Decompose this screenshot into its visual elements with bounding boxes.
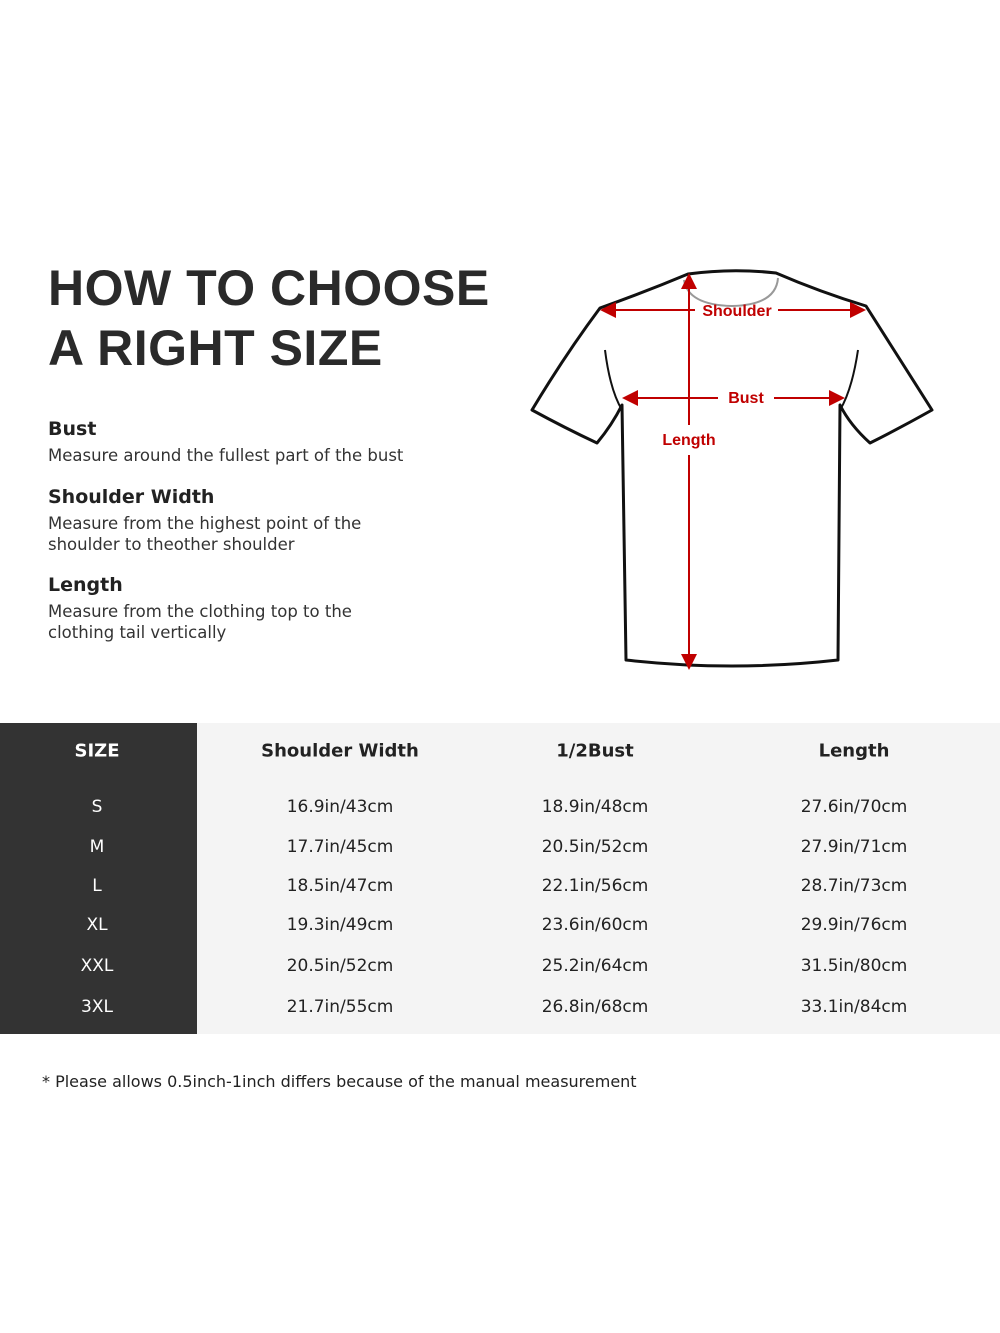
definition-term: Bust xyxy=(48,418,97,440)
cell-half-bust: 26.8in/68cm xyxy=(541,997,649,1017)
cell-size: L xyxy=(92,876,102,896)
page-title: HOW TO CHOOSE A RIGHT SIZE xyxy=(48,258,490,378)
cell-shoulder-width: 17.7in/45cm xyxy=(286,837,394,857)
definition-shoulder-width: Shoulder Width Measure from the highest … xyxy=(48,486,361,555)
cell-shoulder-width: 20.5in/52cm xyxy=(286,956,394,976)
length-label: Length xyxy=(662,432,715,449)
definition-term: Shoulder Width xyxy=(48,486,215,508)
size-table: SIZE Shoulder Width 1/2Bust Length S 16.9in/4… xyxy=(0,723,1000,1034)
bust-label: Bust xyxy=(728,390,764,407)
definition-desc: clothing tail vertically xyxy=(48,623,227,642)
header-size: SIZE xyxy=(74,740,120,762)
definition-desc: Measure from the highest point of the xyxy=(48,514,362,533)
cell-size: XXL xyxy=(80,956,114,976)
cell-size: 3XL xyxy=(81,997,113,1017)
cell-shoulder-width: 18.5in/47cm xyxy=(286,876,394,896)
cell-size: M xyxy=(89,837,105,857)
title-line-1: HOW TO CHOOSE xyxy=(48,260,490,316)
cell-shoulder-width: 16.9in/43cm xyxy=(286,797,394,817)
definition-desc: Measure from the clothing top to the xyxy=(48,602,352,621)
cell-size: S xyxy=(91,797,103,817)
measurement-note: * Please allows 0.5inch-1inch differs be… xyxy=(42,1072,637,1091)
cell-length: 31.5in/80cm xyxy=(800,956,908,976)
cell-shoulder-width: 21.7in/55cm xyxy=(286,997,394,1017)
cell-half-bust: 22.1in/56cm xyxy=(541,876,649,896)
definition-desc: Measure around the fullest part of the b… xyxy=(48,446,404,465)
cell-half-bust: 23.6in/60cm xyxy=(541,915,649,935)
definition-bust: Bust Measure around the fullest part of … xyxy=(48,418,403,466)
size-column xyxy=(0,723,197,1034)
header-length: Length xyxy=(818,740,890,762)
header-shoulder-width: Shoulder Width xyxy=(261,740,419,762)
cell-half-bust: 25.2in/64cm xyxy=(541,956,649,976)
definition-term: Length xyxy=(48,574,123,596)
header-half-bust: 1/2Bust xyxy=(556,740,634,762)
cell-length: 28.7in/73cm xyxy=(800,876,908,896)
cell-length: 29.9in/76cm xyxy=(800,915,908,935)
cell-shoulder-width: 19.3in/49cm xyxy=(286,915,394,935)
title-line-2: A RIGHT SIZE xyxy=(48,320,383,376)
tshirt-armhole-left xyxy=(604,349,623,411)
definition-length: Length Measure from the clothing top to … xyxy=(48,574,352,643)
cell-half-bust: 20.5in/52cm xyxy=(541,837,649,857)
tshirt-diagram: Shoulder Bust Length xyxy=(530,269,934,670)
tshirt-outline xyxy=(530,269,934,668)
cell-length: 27.6in/70cm xyxy=(800,797,908,817)
cell-length: 27.9in/71cm xyxy=(800,837,908,857)
cell-length: 33.1in/84cm xyxy=(800,997,908,1017)
cell-half-bust: 18.9in/48cm xyxy=(541,797,649,817)
tshirt-armhole-right xyxy=(839,349,859,411)
shoulder-label: Shoulder xyxy=(702,303,771,320)
cell-size: XL xyxy=(86,915,108,935)
definition-desc: shoulder to theother shoulder xyxy=(48,535,295,554)
